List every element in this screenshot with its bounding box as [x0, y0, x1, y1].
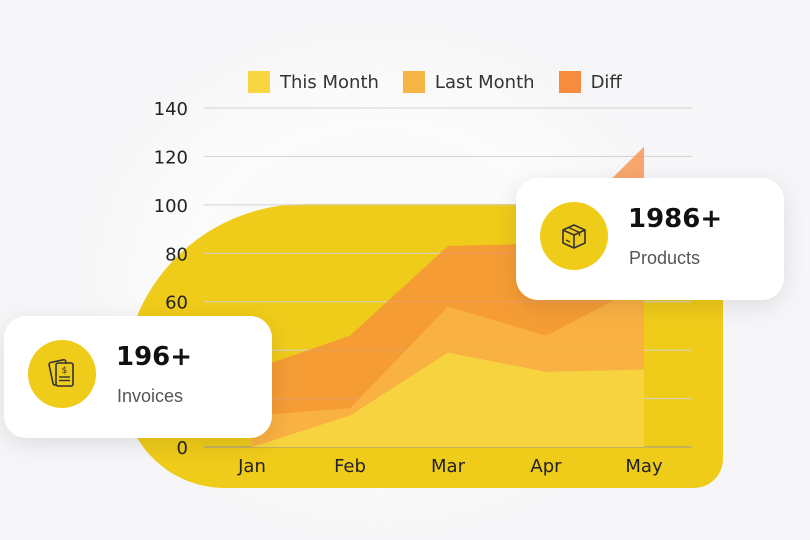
chart-legend: This Month Last Month Diff: [248, 68, 622, 96]
y-tick-label: 120: [154, 147, 188, 168]
invoices-stat-card[interactable]: $ 196+ Invoices: [4, 316, 272, 438]
legend-label-this-month: This Month: [280, 71, 379, 93]
products-count: 1986+: [628, 204, 723, 234]
invoices-icon-circle: $: [28, 340, 96, 408]
products-stat-card[interactable]: 1986+ Products: [516, 178, 784, 300]
y-tick-label: 140: [154, 99, 188, 120]
area-layer: [251, 146, 645, 448]
legend-swatch-this-month: [248, 71, 270, 93]
y-tick-label: 80: [165, 244, 188, 265]
legend-item-diff[interactable]: Diff: [558, 71, 622, 93]
invoices-label: Invoices: [117, 386, 184, 406]
legend-label-last-month: Last Month: [434, 71, 535, 93]
invoices-count: 196+: [116, 342, 193, 372]
legend-swatch-last-month: [402, 71, 425, 93]
area-series-this-month: [252, 352, 644, 447]
x-tick-label: Mar: [431, 456, 466, 477]
products-icon-circle: [540, 202, 608, 270]
legend-label-diff: Diff: [590, 71, 622, 93]
y-tick-label: 100: [154, 196, 188, 217]
legend-swatch-diff: [558, 71, 581, 93]
y-tick-label: 0: [177, 438, 188, 459]
x-tick-label: Feb: [334, 456, 366, 477]
svg-text:$: $: [62, 366, 68, 376]
x-tick-label: May: [625, 456, 663, 477]
x-tick-label: Jan: [237, 456, 266, 477]
legend-item-last-month[interactable]: Last Month: [402, 71, 535, 93]
legend-item-this-month[interactable]: This Month: [248, 71, 379, 93]
box-icon: [562, 224, 586, 249]
x-tick-label: Apr: [530, 456, 562, 477]
y-tick-label: 60: [165, 293, 188, 314]
invoice-icon: $: [48, 359, 74, 387]
products-label: Products: [629, 248, 701, 268]
